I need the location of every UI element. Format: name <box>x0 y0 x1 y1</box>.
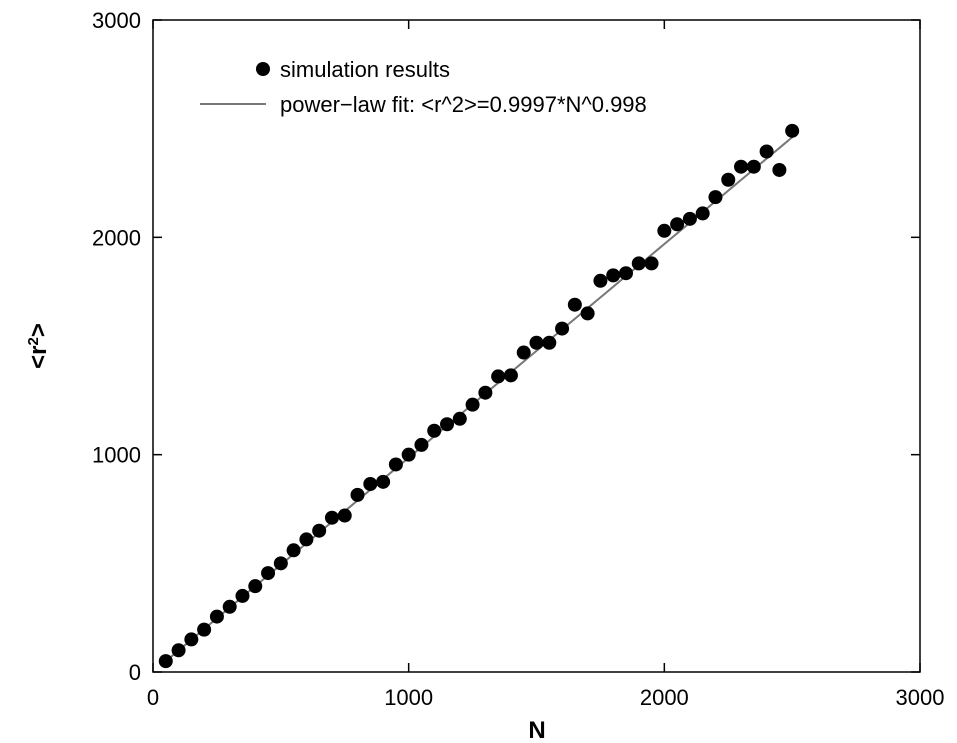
y-tick-label: 0 <box>129 660 141 685</box>
data-point <box>350 487 365 502</box>
x-tick-label: 2000 <box>640 685 689 710</box>
data-point <box>593 273 608 288</box>
data-point <box>248 579 263 594</box>
y-tick-label: 2000 <box>92 225 141 250</box>
data-point <box>440 417 455 432</box>
y-axis-label-close: > <box>25 323 52 337</box>
legend: simulation results power−law fit: <r^2>=… <box>200 57 647 117</box>
legend-label-simulation: simulation results <box>280 57 450 82</box>
data-point <box>376 474 391 489</box>
data-point <box>567 297 582 312</box>
data-point <box>708 190 723 205</box>
data-point <box>503 368 518 383</box>
y-tick-label: 1000 <box>92 443 141 468</box>
simulation-points <box>158 123 800 669</box>
data-point <box>427 423 442 438</box>
data-point <box>363 477 378 492</box>
axis-ticks <box>152 19 921 673</box>
data-point <box>631 256 646 271</box>
legend-label-fit: power−law fit: <r^2>=0.9997*N^0.998 <box>280 92 647 117</box>
data-point <box>273 556 288 571</box>
data-point <box>618 266 633 281</box>
data-point <box>299 532 314 547</box>
data-point <box>746 159 761 174</box>
data-point <box>580 306 595 321</box>
data-point <box>401 447 416 462</box>
data-point <box>759 144 774 159</box>
y-axis-label-open: <r <box>25 346 52 369</box>
data-point <box>222 599 237 614</box>
data-point <box>682 211 697 226</box>
data-point <box>337 508 352 523</box>
data-point <box>261 566 276 581</box>
data-point <box>491 369 506 384</box>
data-point <box>695 206 710 221</box>
data-point <box>721 172 736 187</box>
data-point <box>209 609 224 624</box>
data-point <box>529 335 544 350</box>
data-point <box>414 437 429 452</box>
data-point <box>657 223 672 238</box>
data-point <box>606 268 621 283</box>
data-point <box>670 217 685 232</box>
data-point <box>158 654 173 669</box>
x-tick-label: 3000 <box>896 685 945 710</box>
x-tick-labels: 0 1000 2000 3000 <box>147 685 945 710</box>
legend-marker-simulation <box>256 62 270 76</box>
data-point <box>542 335 557 350</box>
data-point <box>171 643 186 658</box>
data-point <box>312 523 327 538</box>
y-axis-label: <r2> <box>25 323 53 369</box>
x-tick-label: 1000 <box>384 685 433 710</box>
data-point <box>785 123 800 138</box>
y-tick-labels: 0 1000 2000 3000 <box>92 8 141 685</box>
data-point <box>184 632 199 647</box>
data-point <box>644 256 659 271</box>
plot-frame <box>152 19 921 673</box>
x-tick-label: 0 <box>147 685 159 710</box>
x-axis-label: N <box>528 717 545 743</box>
data-point <box>465 397 480 412</box>
data-point <box>478 385 493 400</box>
data-point <box>516 345 531 360</box>
data-point <box>555 321 570 336</box>
data-point <box>772 162 787 177</box>
y-tick-label: 3000 <box>92 8 141 33</box>
data-point <box>324 510 339 525</box>
data-point <box>734 159 749 174</box>
data-point <box>388 457 403 472</box>
y-axis-label-sup: 2 <box>25 337 42 345</box>
data-point <box>286 543 301 558</box>
data-point <box>197 622 212 637</box>
data-point <box>235 588 250 603</box>
data-point <box>452 411 467 426</box>
